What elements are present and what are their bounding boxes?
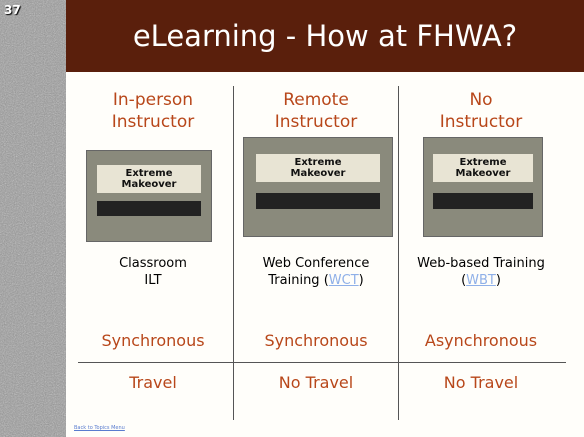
caption-text: ) [495,273,501,288]
caption-line: Web-based Training [417,256,545,271]
header-line: Remote [283,90,349,110]
thumbnail-bar [255,192,381,209]
column-header: In-person Instructor [73,89,233,133]
caption-line: Training (WCT) [236,272,396,289]
timing: Asynchronous [424,331,538,350]
caption-line: ILT [144,273,162,288]
caption-link[interactable]: WBT [466,273,496,288]
thumbnail-text: Makeover [290,167,346,179]
column-divider [398,86,399,420]
caption-line: Classroom [119,256,187,271]
header-line: Instructor [439,112,523,132]
thumbnail-text: Extreme [294,156,342,168]
header-line: Instructor [274,112,358,132]
caption-text: ( [461,273,467,288]
thumbnail: Extreme Makeover [243,137,393,237]
timing: Synchronous [101,331,205,350]
travel: Travel [129,373,177,392]
thumbnail-text: Extreme [459,156,507,168]
caption-link[interactable]: WCT [328,273,359,288]
caption-line: (WBT) [401,272,561,289]
travel: No Travel [278,373,354,392]
caption: Web Conference Training (WCT) [236,255,396,289]
column-header: No Instructor [401,89,561,133]
caption: Classroom ILT [73,255,233,289]
column-divider [233,86,234,420]
timing: Synchronous [264,331,368,350]
back-link[interactable]: Back to Topics Menu [74,425,125,431]
slide-number: 37 [4,3,21,17]
thumbnail-text: Makeover [455,167,511,179]
thumbnail: Extreme Makeover [423,137,543,237]
thumbnail-title: Extreme Makeover [433,153,533,182]
caption: Web-based Training (WBT) [401,255,561,289]
thumbnail-title: Extreme Makeover [255,153,381,182]
thumbnail: Extreme Makeover [86,150,212,242]
column-header: Remote Instructor [236,89,396,133]
thumbnail-bar [96,201,202,216]
header-line: Instructor [111,112,195,132]
thumbnail-text: Extreme [125,168,173,180]
caption-line: Web Conference [262,256,370,271]
header-line: In-person [112,90,194,110]
caption-text: Training ( [268,273,329,288]
thumbnail-title: Extreme Makeover [96,165,202,194]
row-divider [78,362,566,363]
granite-strip [0,0,66,437]
slide-title: eLearning - How at FHWA? [66,0,584,72]
thumbnail-text: Makeover [121,179,177,191]
travel: No Travel [443,373,519,392]
caption-text: ) [358,273,364,288]
header-line: No [469,90,493,110]
thumbnail-bar [433,192,533,209]
